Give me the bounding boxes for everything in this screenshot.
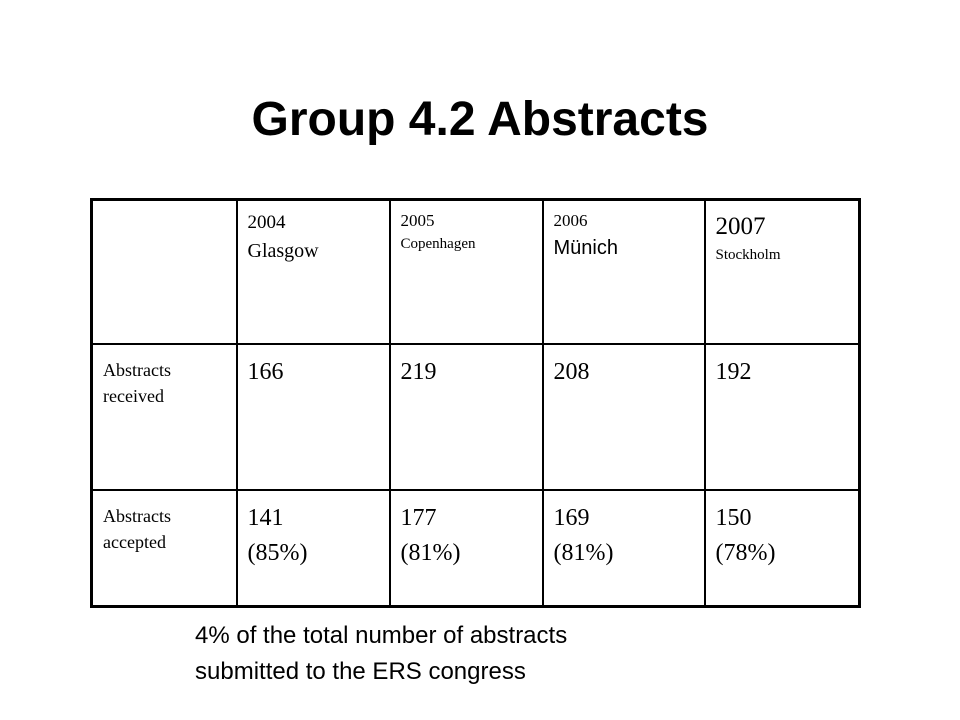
year: 2006 bbox=[553, 211, 588, 230]
value-cell: 177 (81%) bbox=[388, 489, 544, 608]
year: 2004 bbox=[247, 212, 286, 233]
cell-text: 208 bbox=[553, 359, 590, 385]
slide-title: Group 4.2 Abstracts bbox=[251, 93, 709, 146]
row-label: Abstracts received bbox=[103, 360, 171, 407]
table-body: 2004 Glasgow 2005 Copenhagen 2006 Münich 2007 S… bbox=[90, 198, 861, 608]
cell-text: (81%) bbox=[553, 539, 614, 566]
year: 2005 bbox=[400, 211, 435, 230]
value-cell: 169 (81%) bbox=[541, 489, 706, 608]
cell-text: (81%) bbox=[400, 539, 461, 566]
data-row: Abstracts received 166 219 208 192 bbox=[90, 343, 861, 491]
city: Münich bbox=[553, 236, 618, 259]
value-cell: 141 (85%) bbox=[235, 489, 391, 608]
row-label-cell: Abstracts received bbox=[90, 343, 238, 491]
header-cell: 2004 Glasgow bbox=[235, 198, 391, 345]
cell-text: 169 bbox=[553, 505, 590, 531]
value-cell: 208 bbox=[541, 343, 706, 491]
corner-cell bbox=[90, 198, 238, 345]
value-cell: 166 bbox=[235, 343, 391, 491]
city: Glasgow bbox=[247, 239, 319, 262]
city: Stockholm bbox=[715, 247, 781, 264]
value-cell: 150 (78%) bbox=[703, 489, 861, 608]
year: 2007 bbox=[715, 213, 766, 240]
data-row: Abstracts accepted 141 (85%) 177 (81%) 169 (81… bbox=[90, 489, 861, 608]
cell-text: 219 bbox=[400, 359, 437, 385]
city: Copenhagen bbox=[400, 235, 476, 252]
row-label: Abstracts accepted bbox=[103, 506, 171, 553]
row-label-cell: Abstracts accepted bbox=[90, 489, 238, 608]
header-cell: 2007 Stockholm bbox=[703, 198, 861, 345]
cell-text: 177 bbox=[400, 505, 437, 531]
footnote: 4% of the total number of abstracts submi… bbox=[195, 618, 567, 690]
note-line: submitted to the ERS congress bbox=[195, 658, 526, 685]
note-line: 4% of the total number of abstracts bbox=[195, 622, 568, 649]
value-cell: 192 bbox=[703, 343, 861, 491]
header-cell: 2006 Münich bbox=[541, 198, 706, 345]
header-row: 2004 Glasgow 2005 Copenhagen 2006 Münich 2007 S… bbox=[90, 198, 861, 345]
cell-text: 166 bbox=[247, 359, 284, 385]
cell-text: (78%) bbox=[715, 539, 776, 566]
cell-text: (85%) bbox=[247, 539, 308, 566]
value-cell: 219 bbox=[388, 343, 544, 491]
cell-text: 192 bbox=[715, 359, 752, 385]
header-cell: 2005 Copenhagen bbox=[388, 198, 544, 345]
cell-text: 141 bbox=[247, 505, 284, 531]
cell-text: 150 bbox=[715, 505, 752, 531]
abstracts-table: 2004 Glasgow 2005 Copenhagen 2006 Münich 2007 S… bbox=[90, 198, 861, 608]
